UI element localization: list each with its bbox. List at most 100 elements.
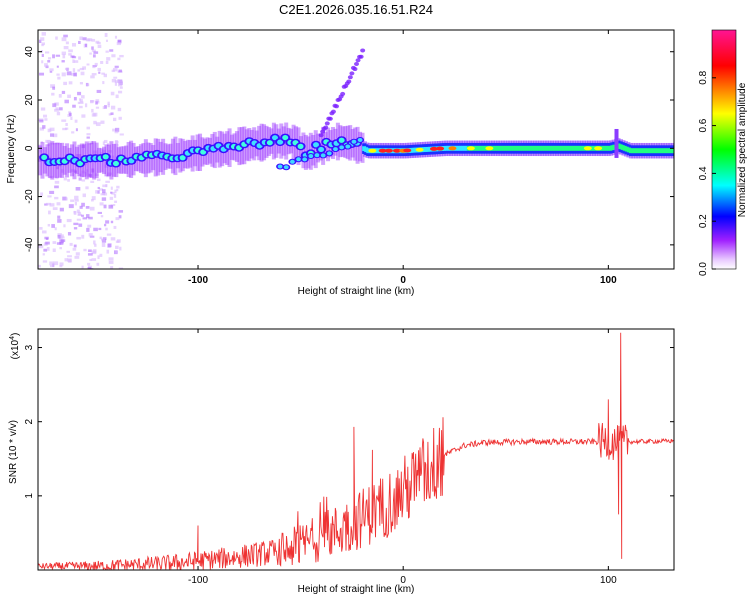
noise-mark [112,67,118,72]
noise-mark [49,133,54,137]
spectrum-core [528,145,533,151]
spectrogram-y-tick-label: 40 [24,46,35,58]
ridge-blob [179,155,186,161]
spectrum-core [362,146,367,152]
noise-mark [93,120,97,125]
noise-mark [79,67,84,71]
noise-mark [114,35,118,39]
colorbar-tick-label: 0.2 [698,214,709,228]
colorbar-tick-label: 0.4 [698,166,709,180]
noise-mark [97,255,100,260]
noise-mark [64,67,70,70]
noise-mark [97,186,100,189]
noise-mark [86,169,89,172]
noise-mark [110,191,113,194]
noise-mark [86,133,91,136]
noise-mark [41,42,46,46]
branch-blob-core [326,151,332,156]
noise-mark [66,71,72,76]
spectrum-core [456,145,461,151]
streak-mark [352,67,358,72]
noise-mark [59,107,63,111]
noise-mark [78,211,82,216]
noise-mark [67,232,72,236]
noise-mark [84,103,88,108]
noise-mark [81,170,85,174]
noise-mark [118,82,123,87]
noise-mark [88,233,93,237]
streak-mark [347,75,353,80]
chart-title: C2E1.2026.035.16.51.R24 [279,2,433,17]
snr-multiplier: (x104) [9,333,21,360]
spectrogram-panel: -100 0 100 -40 -20 0 20 40 Height of straight … [6,29,675,297]
noise-mark [73,210,76,214]
noise-mark [91,196,96,201]
spectrum-core [632,148,637,154]
snr-multiplier-close: ) [10,333,21,336]
noise-mark [104,105,107,109]
noise-mark [68,53,72,56]
noise-mark [74,199,79,202]
spectrum-core [520,145,525,151]
noise-mark [114,65,119,68]
noise-mark [90,100,94,104]
spectrum-core [518,145,523,151]
noise-mark [39,72,45,76]
noise-mark [72,104,76,108]
snr-multiplier-prefix: (x10 [10,339,21,359]
noise-mark [105,184,108,188]
noise-mark [95,99,100,103]
noise-mark [81,95,85,99]
spectrum-core [669,148,674,154]
streak-mark [318,133,324,138]
noise-mark [116,188,119,192]
noise-mark [60,234,64,238]
noise-mark [90,75,95,79]
noise-mark [81,214,84,217]
noise-mark [93,240,96,245]
spectrum-core [637,148,642,154]
noise-mark [74,201,77,206]
spectrum-core [626,147,631,153]
spectrum-core [497,145,502,151]
noise-mark [47,57,52,60]
noise-mark [90,199,94,202]
noise-mark [92,150,98,154]
noise-mark [40,192,44,197]
noise-mark [65,127,69,130]
noise-mark [61,37,67,42]
noise-mark [52,241,57,244]
branch-blob-core [333,147,338,152]
noise-mark [111,155,115,159]
noise-mark [108,261,114,264]
noise-mark [55,36,58,40]
streak-mark [323,125,329,130]
noise-mark [114,200,118,203]
noise-mark [61,119,67,122]
branch-blob-core [283,165,289,170]
noise-mark [52,86,56,90]
noise-mark [57,219,62,223]
noise-mark [69,242,73,246]
branch-blob-core [345,144,351,149]
noise-mark [73,72,78,77]
noise-mark [79,82,83,85]
spectrum-core [608,145,613,151]
spectrum-core [460,145,465,151]
spectrum-core [509,145,514,151]
noise-mark [107,150,112,153]
noise-mark [91,141,94,145]
noise-mark [55,107,59,110]
spectrogram-marks [38,32,674,269]
ridge-blob [266,140,273,146]
noise-mark [87,253,93,256]
noise-mark [92,65,96,69]
spectrum-band [313,130,318,169]
noise-mark [94,173,99,177]
noise-mark [105,227,108,231]
noise-mark [117,57,121,61]
noise-mark [46,140,52,144]
hot-spot [583,146,592,151]
noise-mark [102,106,105,110]
spectrum-core [513,145,518,151]
